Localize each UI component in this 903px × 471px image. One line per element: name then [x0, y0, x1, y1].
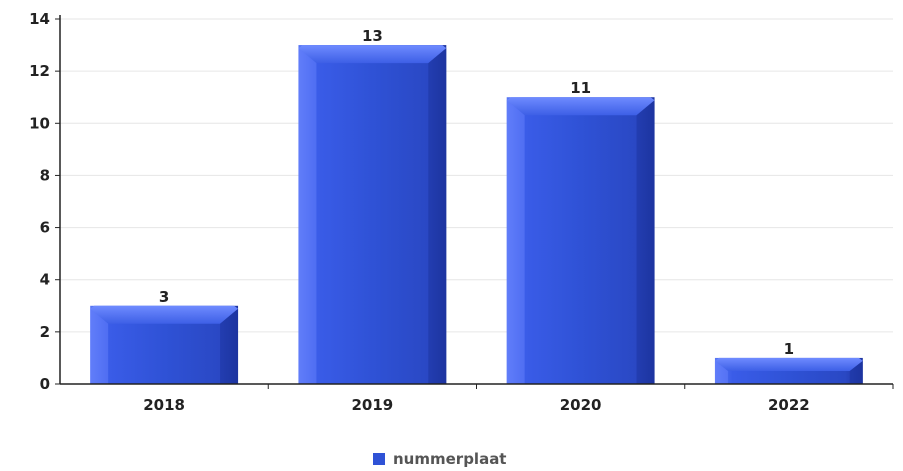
- bar-side-highlight: [506, 100, 525, 384]
- x-tick-label: 2022: [768, 396, 810, 414]
- bar-side-shade: [849, 360, 863, 384]
- y-tick-label: 10: [29, 114, 50, 132]
- data-label: 13: [362, 27, 383, 45]
- bar-2022: [714, 357, 863, 384]
- bar-top-bevel: [298, 45, 447, 64]
- data-label: 11: [570, 79, 591, 97]
- bars: [90, 45, 863, 384]
- bar-body: [506, 97, 655, 384]
- legend: nummerplaat: [373, 449, 506, 469]
- y-tick-label: 0: [40, 375, 50, 393]
- y-tick-label: 14: [29, 10, 50, 28]
- bar-2020: [506, 97, 655, 384]
- y-tick-label: 6: [40, 219, 50, 237]
- data-label: 1: [784, 340, 794, 358]
- bar-side-highlight: [90, 308, 109, 384]
- data-label: 3: [159, 288, 169, 306]
- axes: [55, 15, 894, 389]
- bar-side-shade: [428, 48, 447, 384]
- x-tick-label: 2019: [352, 396, 394, 414]
- labels: 0 2 4 6 8 10 12 14 3 2018 13 2019 11 2020 1 2022: [29, 10, 810, 414]
- bar-top-bevel: [90, 305, 239, 324]
- legend-label-series: nummerplaat: [393, 450, 507, 468]
- bar-chart: 0 2 4 6 8 10 12 14 3 2018 13 2019 11 2020 1 2022: [29, 10, 894, 414]
- grid-lines: [60, 18, 893, 333]
- bar-side-shade: [636, 100, 655, 384]
- x-tick-label: 2018: [143, 396, 185, 414]
- x-tick-label: 2020: [560, 396, 602, 414]
- bar-body: [298, 45, 447, 384]
- bar-side-highlight: [714, 360, 728, 384]
- y-tick-label: 12: [29, 62, 50, 80]
- y-tick-label: 2: [40, 323, 50, 341]
- legend-swatch: [373, 453, 385, 465]
- bar-side-shade: [220, 308, 239, 384]
- bar-2018: [90, 305, 239, 384]
- bar-top-bevel: [506, 97, 655, 116]
- bar-top-bevel: [714, 357, 863, 371]
- bar-side-highlight: [298, 48, 317, 384]
- y-tick-label: 4: [40, 271, 50, 289]
- y-tick-label: 8: [40, 166, 50, 184]
- bar-2019: [298, 45, 447, 384]
